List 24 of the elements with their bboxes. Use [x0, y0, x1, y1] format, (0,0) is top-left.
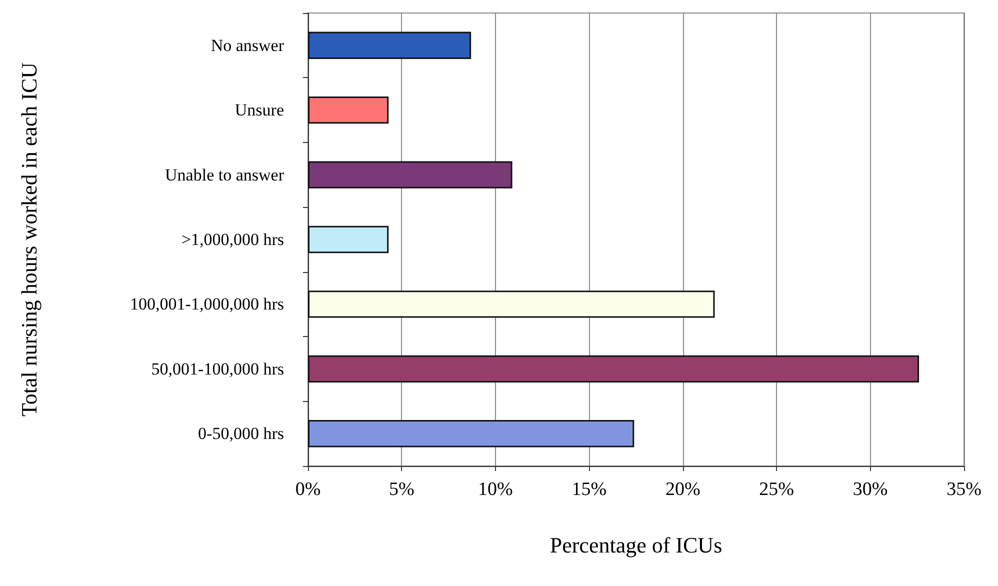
- bar: [308, 420, 634, 448]
- x-tick-label: 10%: [478, 479, 514, 500]
- y-tick-label: 100,001-1,000,000 hrs: [130, 294, 284, 314]
- x-tick-label: 20%: [665, 479, 700, 500]
- x-tick-label: 35%: [946, 479, 982, 500]
- x-tick-label: 30%: [852, 479, 888, 500]
- bar: [308, 32, 472, 59]
- y-tick-label: No answer: [210, 36, 284, 55]
- bar: [308, 290, 715, 318]
- x-tick-label: 0%: [295, 479, 321, 500]
- bar: [308, 161, 512, 188]
- y-tick-label: 0-50,000 hrs: [198, 424, 284, 444]
- x-tick-label: 15%: [572, 479, 607, 500]
- y-tick-label: >1,000,000 hrs: [181, 230, 284, 249]
- bar: [308, 96, 389, 124]
- x-tick-label: 25%: [759, 479, 794, 500]
- x-tick-label: 5%: [389, 479, 415, 500]
- y-tick-label: 50,001-100,000 hrs: [151, 359, 284, 378]
- y-axis-title: Total nursing hours worked in each ICU: [16, 62, 42, 417]
- bar: [308, 226, 389, 254]
- x-axis-title: Percentage of ICUs: [550, 532, 722, 558]
- y-tick-label: Unable to answer: [165, 165, 284, 184]
- bar: [308, 355, 920, 383]
- y-tick-label: Unsure: [234, 100, 284, 120]
